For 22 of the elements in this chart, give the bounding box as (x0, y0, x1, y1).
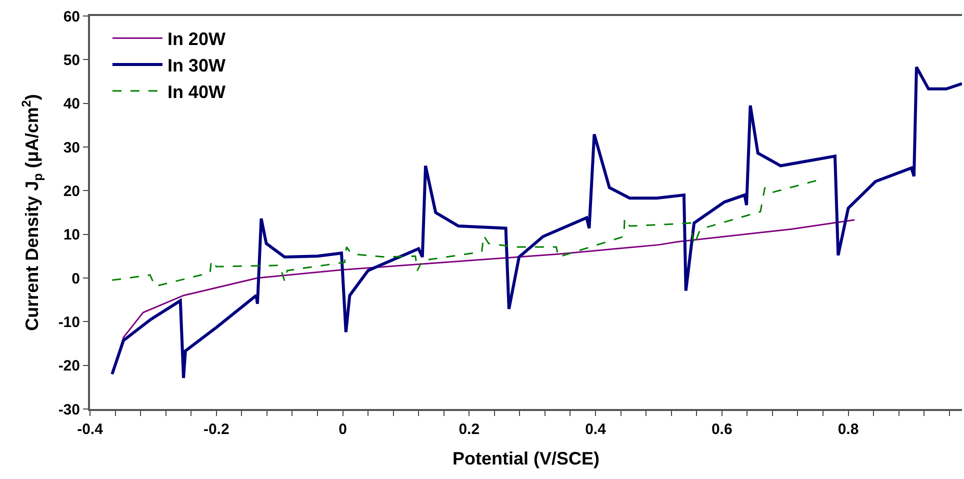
y-tick-label: -30 (58, 401, 80, 418)
x-tick-label: 0.8 (838, 421, 859, 438)
y-tick-label: 20 (63, 182, 80, 200)
y-tick-label: -20 (58, 358, 80, 375)
y-tick-label: 60 (63, 8, 80, 26)
y-tick-label: 50 (63, 52, 80, 69)
x-tick-label: 0 (338, 421, 347, 438)
y-tick-label: -10 (58, 314, 80, 331)
x-tick-label: -0.2 (203, 421, 230, 438)
y-tick-label: 30 (63, 139, 80, 156)
x-tick-label: 0.2 (458, 421, 480, 438)
y-tick-label: 10 (63, 226, 80, 244)
y-tick-label: 40 (63, 96, 80, 113)
legend-label: In 40W (167, 82, 226, 102)
x-tick-label: 0.4 (585, 421, 607, 438)
legend-label: In 20W (167, 29, 226, 50)
x-axis-title: Potential (V/SCE) (452, 448, 600, 469)
line-series (111, 179, 819, 288)
y-tick-label: 0 (72, 270, 80, 288)
x-tick-label: -0.4 (77, 421, 104, 438)
x-tick-label: 0.6 (711, 421, 732, 438)
legend-label: In 30W (167, 56, 226, 76)
